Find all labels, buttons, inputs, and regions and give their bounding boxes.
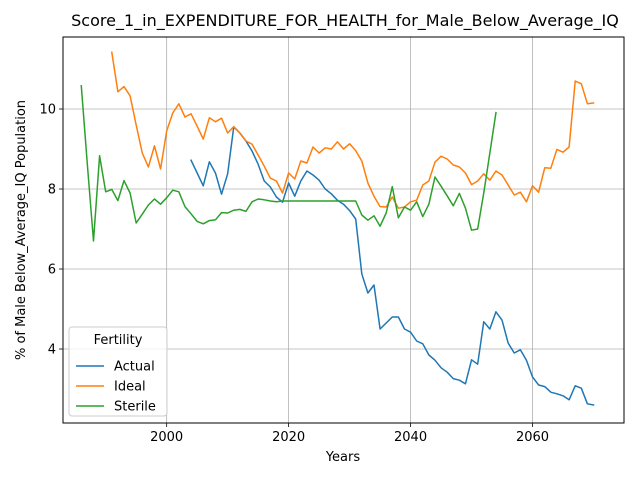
x-axis: 2000 2020 2040 2060 [150, 423, 549, 445]
y-axis-label: % of Male Below_Average_IQ Population [14, 100, 29, 360]
legend-title: Fertility [94, 333, 143, 348]
y-tick-label: 8 [48, 183, 56, 198]
legend: Fertility Actual Ideal Sterile [69, 327, 167, 416]
series-line-ideal [112, 52, 594, 208]
x-axis-label: Years [325, 450, 361, 465]
y-tick-label: 10 [39, 103, 56, 118]
y-axis: 4 6 8 10 [39, 103, 63, 358]
legend-label-ideal: Ideal [114, 380, 146, 395]
legend-label-sterile: Sterile [114, 400, 156, 415]
x-tick-label: 2040 [394, 430, 427, 445]
x-tick-label: 2020 [272, 430, 305, 445]
y-tick-label: 4 [48, 343, 56, 358]
series-line-actual [191, 127, 593, 405]
x-tick-label: 2060 [516, 430, 549, 445]
legend-label-actual: Actual [114, 360, 155, 375]
y-tick-label: 6 [48, 263, 56, 278]
chart-title: Score_1_in_EXPENDITURE_FOR_HEALTH_for_Ma… [71, 11, 619, 31]
x-tick-label: 2000 [150, 430, 183, 445]
